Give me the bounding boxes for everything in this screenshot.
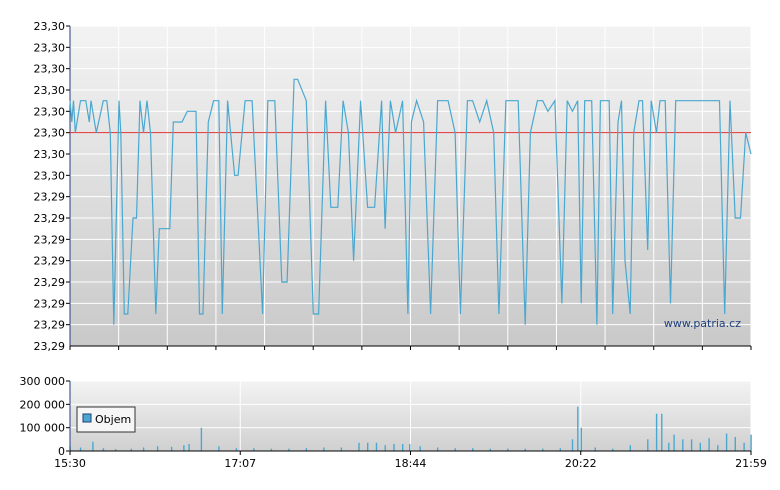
volume-bar — [183, 445, 185, 451]
price-x-ticks — [69, 346, 752, 350]
price-y-tick-label: 23,29 — [34, 276, 66, 289]
price-y-tick-label: 23,30 — [34, 105, 66, 118]
price-series-line — [69, 78, 752, 325]
volume-bar — [594, 447, 596, 451]
volume-bar — [419, 446, 421, 451]
price-y-tick-label: 23,30 — [34, 84, 66, 97]
x-tick-label: 17:07 — [224, 457, 256, 470]
volume-bar — [629, 445, 631, 451]
volume-y-tick-label: 200 000 — [20, 398, 66, 411]
volume-bar — [571, 439, 574, 451]
volume-legend: Objem — [76, 406, 136, 433]
volume-bar — [655, 413, 658, 451]
volume-bar — [734, 437, 736, 451]
volume-bar — [130, 448, 133, 451]
volume-bar — [524, 448, 526, 451]
volume-bar — [743, 442, 745, 451]
price-y-tick-label: 23,30 — [34, 63, 66, 76]
volume-bar — [235, 448, 238, 451]
x-tick-label: 20:22 — [565, 457, 597, 470]
volume-bar — [156, 446, 159, 451]
volume-bar — [384, 445, 386, 451]
x-tick-label: 18:44 — [395, 457, 427, 470]
volume-bar — [188, 444, 190, 451]
price-y-tick-label: 23,29 — [34, 297, 66, 310]
volume-bar — [288, 448, 290, 451]
x-tick-label: 21:59 — [735, 457, 767, 470]
volume-bar — [750, 434, 752, 451]
volume-bar — [358, 442, 360, 451]
volume-bar — [454, 448, 456, 451]
price-y-tick-label: 23,29 — [34, 191, 66, 204]
volume-bar — [402, 444, 404, 451]
price-y-tick-label: 23,29 — [34, 340, 66, 353]
price-y-tick-label: 23,30 — [34, 148, 66, 161]
x-tick-label: 15:30 — [54, 457, 86, 470]
volume-y-tick-label: 300 000 — [20, 375, 66, 388]
price-grid — [69, 25, 752, 346]
volume-bar — [92, 441, 94, 451]
volume-y-tick-label: 0 — [58, 445, 65, 458]
volume-bar — [612, 448, 614, 451]
volume-bar — [472, 448, 474, 451]
price-y-tick-label: 23,30 — [34, 41, 66, 54]
volume-x-axis: 15:30 17:07 18:44 20:22 21:59 — [54, 451, 767, 470]
volume-bar — [661, 413, 663, 451]
volume-bar — [114, 449, 117, 451]
volume-panel: 300 000 200 000 100 000 0 15:30 17:07 18:44 20… — [20, 375, 767, 470]
volume-bar — [699, 442, 701, 451]
legend-label: Objem — [95, 413, 131, 426]
volume-bar — [708, 438, 710, 451]
price-y-tick-label: 23,29 — [34, 319, 66, 332]
volume-bar — [79, 447, 82, 451]
volume-bar — [218, 446, 220, 451]
volume-bar — [102, 448, 105, 451]
volume-bar — [375, 442, 378, 451]
volume-bar — [559, 448, 561, 451]
volume-bar — [489, 448, 491, 451]
price-y-tick-label: 23,29 — [34, 212, 66, 225]
volume-bar — [668, 442, 670, 451]
volume-bar — [270, 448, 273, 451]
volume-bar — [323, 447, 325, 451]
price-y-tick-label: 23,29 — [34, 233, 66, 246]
volume-bar — [142, 447, 145, 451]
legend-swatch — [82, 413, 92, 423]
volume-bar — [725, 433, 728, 451]
volume-bar — [200, 427, 203, 451]
price-y-tick-label: 23,30 — [34, 127, 66, 140]
price-y-axis: 23,30 23,30 23,30 23,30 23,30 23,30 23,30 23,30… — [34, 20, 70, 353]
volume-bar — [580, 427, 582, 451]
volume-bar — [673, 434, 675, 451]
volume-bar — [717, 445, 719, 451]
price-y-tick-label: 23,30 — [34, 169, 66, 182]
volume-bar — [647, 439, 649, 451]
volume-bar — [437, 447, 439, 451]
volume-bar — [542, 448, 544, 451]
price-y-tick-label: 23,30 — [34, 20, 66, 33]
volume-bar — [507, 448, 509, 451]
volume-bar — [577, 406, 579, 451]
volume-bar — [690, 439, 693, 451]
volume-y-axis: 300 000 200 000 100 000 0 — [20, 375, 70, 458]
volume-bar — [367, 442, 369, 451]
volume-bar — [682, 439, 684, 451]
volume-bar — [409, 444, 411, 451]
volume-bar — [253, 448, 255, 451]
volume-bar — [340, 447, 343, 451]
volume-y-tick-label: 100 000 — [20, 422, 66, 435]
price-panel: 23,30 23,30 23,30 23,30 23,30 23,30 23,30 23,30… — [34, 20, 752, 353]
volume-bar — [393, 444, 395, 451]
price-y-tick-label: 23,29 — [34, 255, 66, 268]
watermark: www.patria.cz — [664, 317, 741, 330]
volume-bar — [305, 448, 308, 451]
volume-bar — [170, 446, 173, 451]
